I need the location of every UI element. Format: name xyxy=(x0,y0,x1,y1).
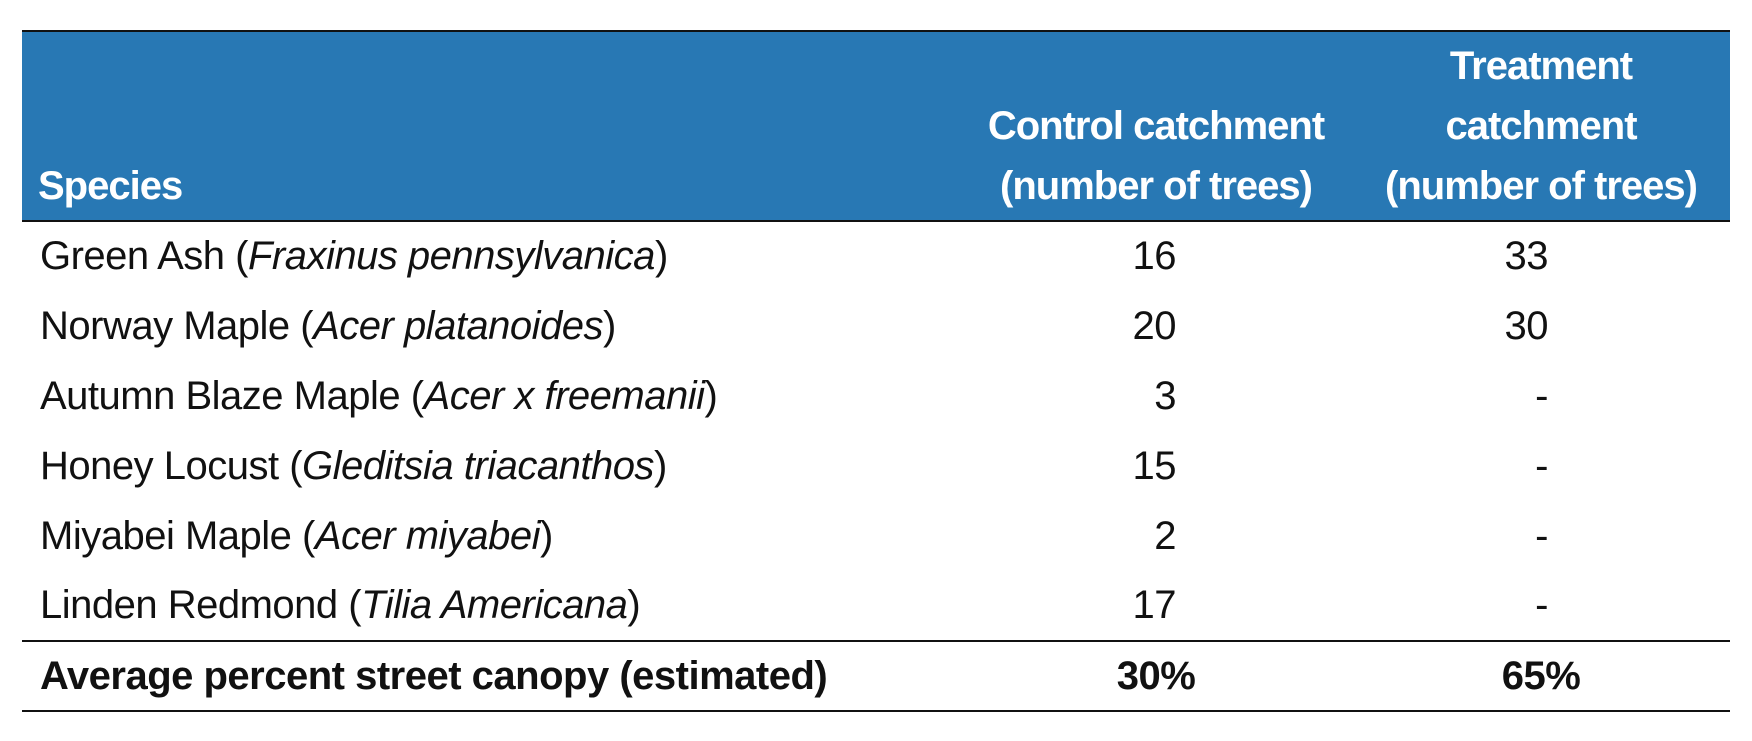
treatment-count: - xyxy=(1535,513,1548,558)
species-cell: Green Ash (Fraxinus pennsylvanica) xyxy=(22,221,960,291)
table-row: Norway Maple (Acer platanoides) 20 30 xyxy=(22,291,1730,361)
common-name: Miyabei Maple ( xyxy=(40,513,315,558)
common-name: Autumn Blaze Maple ( xyxy=(40,373,424,418)
scientific-name: Fraxinus pennsylvanica xyxy=(247,234,656,278)
control-count: 16 xyxy=(1132,234,1177,278)
common-name: Green Ash ( xyxy=(40,234,248,278)
treatment-count: 30 xyxy=(1504,303,1549,348)
table-body: Green Ash (Fraxinus pennsylvanica) 16 33 No… xyxy=(22,221,1730,641)
header-cell: Treatment catchment (number of trees) xyxy=(1385,44,1698,208)
footer-label: Average percent street canopy (estimated… xyxy=(40,653,828,698)
closing-paren: ) xyxy=(654,234,668,278)
scientific-name: Tilia Americana xyxy=(361,583,628,627)
closing-paren: ) xyxy=(653,443,667,488)
control-count: 3 xyxy=(1154,373,1176,418)
footer-row: Average percent street canopy (estimated… xyxy=(22,641,1730,711)
treatment-count: 33 xyxy=(1504,234,1549,278)
table-row: Green Ash (Fraxinus pennsylvanica) 16 33 xyxy=(22,221,1730,291)
control-count: 17 xyxy=(1132,583,1177,627)
control-count: 15 xyxy=(1132,443,1177,488)
control-count: 2 xyxy=(1154,513,1176,558)
closing-paren: ) xyxy=(704,373,718,418)
table-header: Species Control catchment (number of tre… xyxy=(22,31,1730,221)
footer-value: 65% xyxy=(1501,653,1581,698)
footer-value: 30% xyxy=(1116,653,1196,698)
closing-paren: ) xyxy=(540,513,553,558)
species-cell: Miyabei Maple (Acer miyabei) xyxy=(22,501,960,571)
treatment-count: - xyxy=(1535,373,1548,418)
common-name: Norway Maple ( xyxy=(40,303,314,348)
closing-paren: ) xyxy=(627,583,641,627)
closing-paren: ) xyxy=(603,303,616,348)
common-name: Honey Locust ( xyxy=(40,443,303,488)
header-cell: Species xyxy=(38,164,183,208)
common-name: Linden Redmond ( xyxy=(40,583,362,627)
table-row: Miyabei Maple (Acer miyabei) 2 - xyxy=(22,501,1730,571)
treatment-count: - xyxy=(1535,583,1548,627)
scientific-name: Gleditsia triacanthos xyxy=(302,443,654,488)
header-cell: Control catchment (number of trees) xyxy=(987,104,1325,208)
header-row: Species Control catchment (number of tre… xyxy=(22,31,1730,221)
species-cell: Honey Locust (Gleditsia triacanthos) xyxy=(22,431,960,501)
species-cell: Norway Maple (Acer platanoides) xyxy=(22,291,960,361)
table-footer: Average percent street canopy (estimated… xyxy=(22,641,1730,711)
species-cell: Linden Redmond (Tilia Americana) xyxy=(22,571,960,641)
treatment-count: - xyxy=(1535,443,1548,488)
table-row: Honey Locust (Gleditsia triacanthos) 15 - xyxy=(22,431,1730,501)
scientific-name: Acer platanoides xyxy=(313,303,604,348)
scientific-name: Acer miyabei xyxy=(314,513,541,558)
tree-table: Species Control catchment (number of tre… xyxy=(22,30,1730,712)
control-count: 20 xyxy=(1132,303,1177,348)
species-cell: Autumn Blaze Maple (Acer x freemanii) xyxy=(22,361,960,431)
scientific-name: Acer x freemanii xyxy=(423,373,705,418)
table-row: Linden Redmond (Tilia Americana) 17 - xyxy=(22,571,1730,641)
table-row: Autumn Blaze Maple (Acer x freemanii) 3 - xyxy=(22,361,1730,431)
